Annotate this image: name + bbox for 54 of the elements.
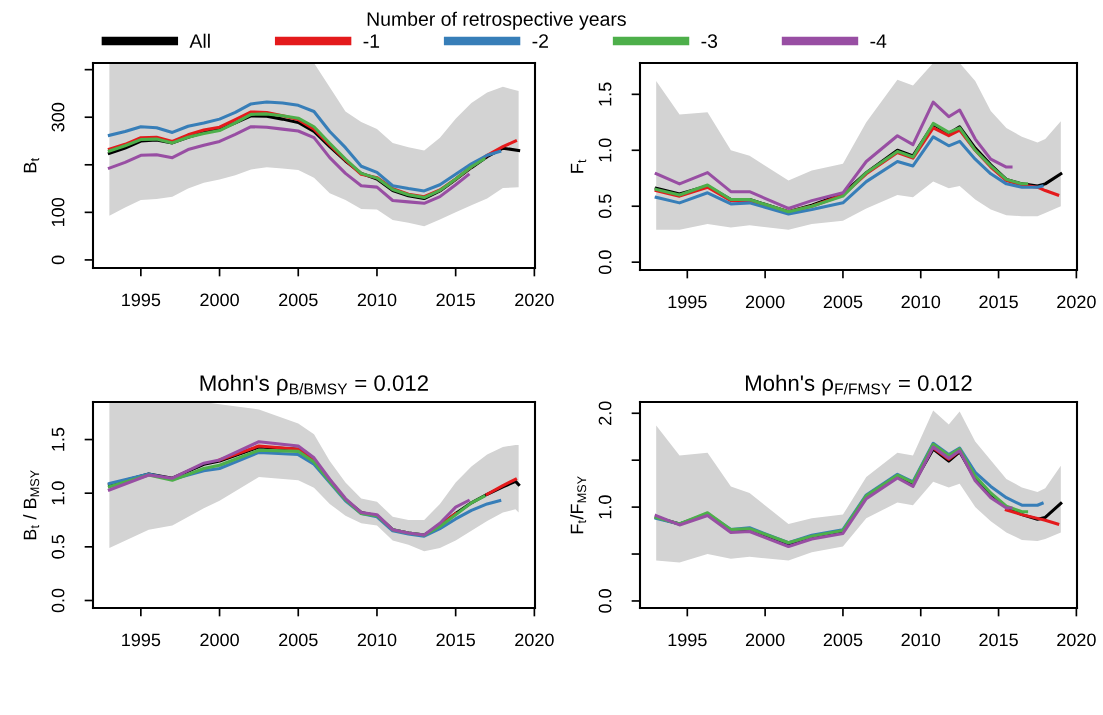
line-series [107,100,502,193]
y-axis-title: F$_{t}$ [570,159,587,173]
x-tick-label: 2000 [745,295,785,309]
x-tick-label: 2015 [979,633,1018,647]
line-series [107,125,470,205]
x-tick-label: 2010 [357,293,397,307]
y-tick-label: 0 [51,255,65,265]
legend-label: -1 [363,34,380,48]
x-tick-label: 2005 [279,633,318,647]
y-tick-label: 0.0 [598,589,612,613]
x-tick-label: 2015 [436,633,475,647]
y-tick-label: 0.0 [51,588,65,613]
x-tick-label: 2005 [823,295,863,309]
x-tick-label: 2000 [200,633,239,647]
x-tick-label: 2005 [279,293,318,307]
x-tick-label: 2005 [823,633,863,647]
x-tick-label: 2020 [1057,633,1096,647]
y-tick-label: 0.0 [598,250,612,275]
y-axis-title: B$_{t}$ [23,158,40,173]
x-tick-label: 2020 [515,633,554,647]
x-tick-label: 2020 [515,293,554,307]
y-axis-title: F$_{t}$/F$_{MSY}$ [570,476,587,534]
legend-label: -4 [870,34,887,48]
line-series [654,100,1013,210]
y-tick-label: 2.0 [598,401,612,425]
x-tick-label: 2010 [357,633,397,647]
y-tick-label: 0.5 [51,535,65,559]
x-tick-label: 1995 [122,633,161,647]
x-tick-label: 2000 [200,293,239,307]
y-tick-label: 100 [51,197,65,227]
x-tick-label: 2000 [745,633,785,647]
y-axis-title: B$_{t}$ / B$_{MSY}$ [23,470,40,540]
x-tick-label: 2015 [436,293,475,307]
y-tick-label: 300 [51,102,65,132]
x-tick-label: 1995 [668,295,707,309]
y-tick-label: 1.5 [598,82,612,106]
legend-title: Number of retrospective years [367,11,626,30]
x-tick-label: 2010 [901,633,941,647]
y-tick-label: 1.0 [51,481,65,505]
x-tick-label: 2010 [901,295,941,309]
x-tick-label: 2015 [979,295,1018,309]
chart-title: Mohn's ρ$_{F/FMSY}$ = 0.012 [745,374,972,396]
y-tick-label: 1.0 [598,138,612,162]
y-tick-label: 0.5 [598,194,612,219]
y-tick-label: 1.0 [598,495,612,519]
legend-label: All [189,33,210,48]
x-tick-label: 1995 [122,293,161,307]
x-tick-label: 2020 [1057,295,1096,309]
line-series [654,135,1044,216]
x-tick-label: 1995 [668,633,707,647]
legend-label: -2 [532,34,548,48]
y-tick-label: 1.5 [51,427,65,451]
chart-title: Mohn's ρ$_{B/BMSY}$ = 0.012 [200,374,428,396]
legend-label: -3 [701,34,718,48]
